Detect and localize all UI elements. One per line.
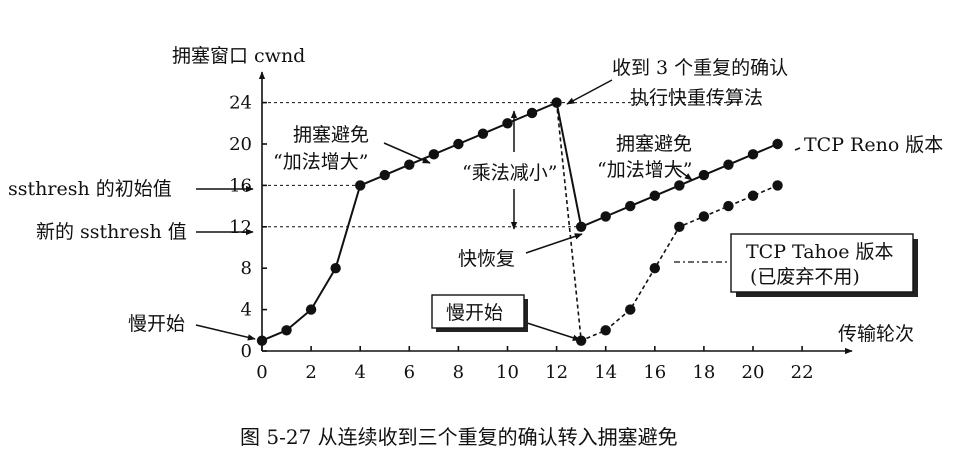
x-tick-label: 12 [545,362,568,383]
annotation-tahoe-line1: TCP Tahoe 版本 [746,241,894,263]
data-point-tahoe [772,180,783,191]
data-point-reno [404,159,415,170]
tahoe-box [730,233,914,293]
annotation-arrows [195,79,801,341]
data-point-reno [625,200,636,212]
x-axis-ticks: 0 2 4 6 8 10 12 14 16 18 20 22 [256,346,814,383]
x-axis-label: 传输轮次 [838,323,914,345]
data-point-reno [649,190,660,201]
x-tick-label: 8 [453,362,464,383]
data-point-reno [355,180,366,191]
congestion-avoidance-arrow-2 [675,167,693,181]
fast-retransmit-arrow [566,79,613,105]
annotation-slow-start-box: 慢开始 [446,302,503,324]
x-tick-label: 14 [594,362,617,383]
y-tick-label: 24 [229,93,252,114]
annotation-ssthresh-init: ssthresh 的初始值 [8,178,172,200]
series-line-tahoe [555,102,778,342]
data-point-reno [575,221,587,232]
data-point-tahoe [723,200,734,212]
annotation-mult-decrease: “乘法减小” [462,162,557,184]
data-point-reno [281,325,292,336]
x-tick-label: 10 [496,362,519,383]
data-point-reno [747,149,759,160]
fast-recovery-arrow [525,233,583,254]
data-point-tahoe [625,304,636,315]
annotation-ssthresh-new: 新的 ssthresh 值 [36,221,187,243]
y-tick-label: 12 [229,217,252,238]
y-tick-label: 0 [241,341,252,362]
y-tick-label: 20 [229,134,252,155]
x-tick-label: 22 [791,362,814,383]
x-tick-label: 2 [305,362,316,383]
annotation-ca1-line2: “加法增大” [273,151,368,173]
annotation-fast-retransmit-1: 收到 3 个重复的确认 [612,57,788,79]
data-point-tahoe [674,221,685,232]
y-axis-label: 拥塞窗口 cwnd [172,45,305,67]
data-point-reno [379,169,390,181]
data-point-reno [256,335,268,346]
slow-start-box-arrow [523,321,581,341]
data-point-reno [723,159,734,170]
x-tick-label: 0 [256,362,267,383]
congestion-avoidance-arrow-1 [383,142,431,164]
axes [258,71,853,355]
data-point-tahoe [600,325,611,336]
y-tick-label: 4 [241,300,252,321]
data-point-tahoe [747,190,759,201]
y-tick-label: 8 [241,258,252,279]
slow-start-left-arrow [195,324,256,341]
data-point-tahoe [575,335,587,346]
data-point-reno [502,118,513,129]
reno-label-leader [794,147,801,151]
data-point-reno [526,107,538,119]
data-point-reno [453,138,464,150]
annotation-ca1-line1: 拥塞避免 [293,124,369,146]
data-point-reno [600,211,611,222]
data-point-reno [551,97,562,108]
reference-lines [262,102,741,228]
x-tick-label: 20 [742,362,765,383]
annotation-ca2-line1: 拥塞避免 [616,133,692,155]
x-tick-label: 6 [404,362,415,383]
data-point-tahoe [649,263,660,274]
annotation-ca2-line2: “加法增大” [597,159,692,181]
x-tick-label: 4 [354,362,365,383]
data-point-reno [330,263,341,274]
y-tick-label: 16 [229,175,252,196]
slow-start-box [431,294,525,329]
data-point-reno [477,128,489,139]
series-group [256,97,783,346]
annotation-fast-retransmit-2: 执行快重传算法 [630,87,763,109]
annotation-tahoe-line2: (已废弃不用) [750,266,860,288]
data-point-reno [674,180,685,191]
data-point-reno [428,149,440,160]
x-tick-label: 16 [643,362,666,383]
data-point-reno [698,169,710,181]
data-point-reno [772,138,783,150]
figure-caption: 图 5-27 从连续收到三个重复的确认转入拥塞避免 [240,425,678,449]
x-tick-label: 18 [692,362,715,383]
data-point-tahoe [698,211,710,222]
annotation-reno-label: TCP Reno 版本 [804,134,943,156]
annotation-fast-recovery: 快恢复 [458,248,515,270]
data-point-reno [305,304,317,315]
annotations: 收到 3 个重复的确认 执行快重传算法 拥塞避免 “加法增大” “乘法减小” 拥… [8,57,943,335]
annotation-slow-start-left: 慢开始 [128,313,185,335]
